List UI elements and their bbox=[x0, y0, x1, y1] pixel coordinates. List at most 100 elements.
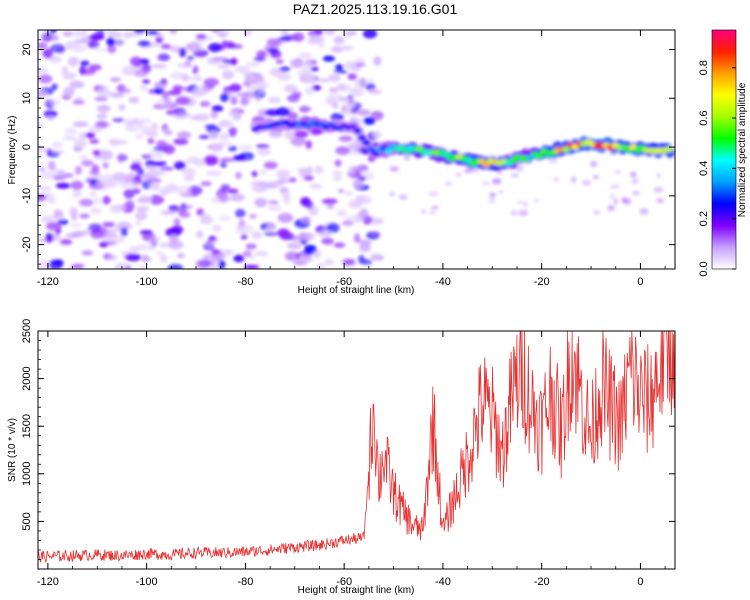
noise-blob bbox=[62, 135, 77, 141]
noise-blob bbox=[211, 249, 221, 255]
noise-blob bbox=[428, 190, 439, 197]
noise-blob bbox=[85, 132, 96, 139]
noise-blob bbox=[341, 220, 354, 226]
noise-blob bbox=[167, 264, 184, 269]
noise-blob bbox=[373, 56, 382, 66]
colorbar-ticks: 0.0 0.2 0.4 0.6 0.8 bbox=[698, 60, 736, 277]
noise-blob bbox=[195, 259, 212, 269]
noise-blob bbox=[322, 55, 335, 62]
noise-blob bbox=[324, 258, 334, 266]
noise-blob bbox=[196, 230, 204, 239]
noise-blob bbox=[185, 42, 201, 52]
noise-blob bbox=[222, 59, 233, 64]
noise-blob bbox=[160, 78, 168, 84]
noise-blob bbox=[236, 92, 250, 97]
noise-blob bbox=[81, 159, 94, 167]
y-tick-label: 0 bbox=[21, 144, 33, 150]
noise-blob bbox=[284, 130, 296, 140]
noise-blob bbox=[331, 170, 343, 176]
noise-blob bbox=[256, 148, 272, 156]
colorbar: 0.0 0.2 0.4 0.6 0.8 Normalized spectral ampl… bbox=[698, 29, 748, 277]
noise-blob bbox=[328, 93, 342, 98]
noise-blob bbox=[45, 221, 62, 231]
noise-blob bbox=[259, 169, 268, 175]
x-tick-label: -100 bbox=[136, 576, 158, 588]
noise-blob bbox=[192, 65, 199, 75]
noise-blob bbox=[208, 235, 217, 241]
noise-blob bbox=[218, 216, 232, 221]
noise-blob bbox=[134, 220, 142, 226]
noise-blob bbox=[290, 136, 307, 147]
noise-blob bbox=[227, 44, 244, 49]
noise-blob bbox=[342, 258, 356, 266]
noise-blob bbox=[353, 233, 361, 244]
noise-blob bbox=[353, 78, 368, 87]
noise-blob bbox=[155, 37, 163, 44]
noise-blob bbox=[233, 254, 245, 263]
x-tick-label: -20 bbox=[534, 276, 550, 288]
noise-blob bbox=[52, 35, 59, 41]
noise-blob bbox=[301, 216, 311, 223]
noise-blob bbox=[444, 182, 453, 186]
noise-blob bbox=[174, 161, 186, 170]
noise-blob bbox=[79, 60, 90, 67]
noise-blob bbox=[299, 52, 313, 59]
noise-blob bbox=[154, 170, 167, 176]
noise-blob bbox=[333, 36, 345, 45]
noise-blob bbox=[471, 167, 480, 173]
noise-blob bbox=[291, 91, 302, 99]
noise-blob bbox=[238, 144, 253, 151]
noise-blob bbox=[656, 172, 662, 179]
noise-blob bbox=[64, 127, 78, 135]
colorbar-label: Normalized spectral amplitude bbox=[737, 82, 748, 217]
noise-blob bbox=[656, 198, 665, 204]
noise-blob bbox=[309, 183, 323, 189]
noise-blob bbox=[73, 138, 87, 149]
noise-blob bbox=[43, 109, 58, 119]
noise-blob bbox=[333, 69, 348, 74]
noise-blob bbox=[124, 199, 135, 210]
noise-blob bbox=[38, 42, 48, 49]
noise-blob bbox=[228, 126, 237, 137]
noise-blob bbox=[171, 225, 184, 235]
noise-blob bbox=[241, 70, 256, 76]
noise-blob bbox=[165, 99, 173, 107]
noise-blob bbox=[482, 182, 491, 185]
noise-blob bbox=[244, 264, 260, 269]
noise-blob bbox=[228, 111, 239, 117]
noise-blob bbox=[210, 110, 219, 119]
noise-blob bbox=[137, 210, 146, 218]
noise-blob bbox=[610, 185, 620, 189]
noise-blob bbox=[312, 249, 322, 259]
noise-blob bbox=[198, 134, 210, 140]
noise-blob bbox=[268, 200, 279, 205]
noise-blob bbox=[146, 30, 159, 35]
ridge-core bbox=[357, 134, 366, 141]
noise-blob bbox=[318, 43, 325, 48]
noise-blob bbox=[630, 171, 637, 178]
spectrogram-frame bbox=[37, 29, 676, 270]
colorbar-tick-label: 0.4 bbox=[698, 161, 710, 176]
noise-blob bbox=[136, 244, 148, 250]
noise-blob bbox=[257, 108, 269, 118]
y-tick-label: 500 bbox=[21, 512, 33, 530]
noise-blob bbox=[498, 190, 504, 194]
noise-blob bbox=[348, 142, 364, 151]
noise-blob bbox=[298, 255, 313, 264]
noise-blob bbox=[284, 251, 300, 261]
figure-title: PAZ1.2025.113.19.16.G01 bbox=[292, 1, 458, 17]
noise-blob bbox=[571, 176, 577, 183]
noise-blob bbox=[464, 167, 473, 174]
noise-blob bbox=[335, 146, 351, 155]
noise-blob bbox=[309, 35, 325, 44]
noise-blob bbox=[344, 191, 353, 196]
noise-blob bbox=[215, 30, 230, 38]
noise-blob bbox=[220, 93, 229, 102]
noise-blob bbox=[108, 92, 125, 98]
noise-blob bbox=[632, 191, 640, 195]
noise-blob bbox=[139, 230, 153, 235]
noise-blob bbox=[516, 164, 524, 172]
noise-blob bbox=[221, 40, 229, 48]
ridge-core bbox=[353, 128, 362, 134]
noise-blob bbox=[40, 171, 55, 180]
